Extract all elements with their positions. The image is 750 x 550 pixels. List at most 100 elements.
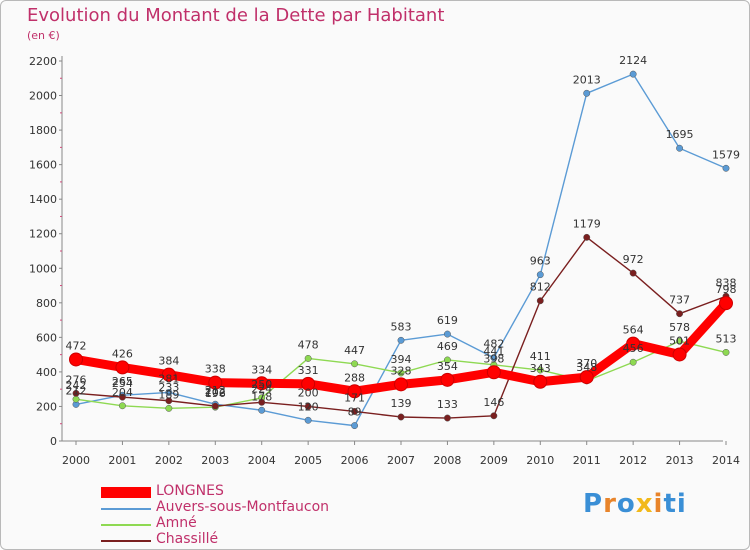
data-label: 619 (437, 314, 458, 327)
data-label: 189 (158, 388, 179, 401)
legend-label-longnes: LONGNES (156, 483, 224, 499)
data-label: 583 (391, 320, 412, 333)
data-point (351, 408, 359, 415)
data-label: 456 (623, 342, 644, 355)
data-label: 120 (298, 400, 319, 413)
data-label: 441 (483, 345, 504, 358)
legend-label-chassille: Chassillé (156, 531, 219, 547)
data-point (722, 348, 730, 356)
x-tick-label: 2014 (712, 454, 740, 467)
data-label: 2013 (573, 73, 601, 86)
data-point (672, 347, 687, 362)
x-tick-label: 2005 (294, 454, 322, 467)
data-label: 242 (66, 379, 87, 392)
data-point (258, 398, 266, 406)
y-tick-label: 400 (36, 366, 57, 379)
data-point (301, 376, 316, 391)
data-label: 447 (344, 344, 365, 357)
data-label: 196 (205, 387, 226, 400)
data-label: 133 (437, 398, 458, 411)
chart-subtitle: (en €) (27, 29, 60, 42)
data-point (304, 354, 312, 362)
data-point (676, 310, 684, 318)
data-label: 334 (251, 363, 272, 376)
y-tick-label: 2200 (29, 55, 57, 68)
data-point (626, 336, 641, 351)
data-label: 212 (66, 384, 87, 397)
data-label: 798 (716, 283, 737, 296)
data-point (583, 89, 591, 97)
data-point (304, 403, 312, 410)
data-point (394, 377, 408, 392)
x-tick-label: 2008 (433, 454, 461, 467)
legend-swatch-auvers (101, 508, 151, 510)
data-label: 202 (205, 386, 226, 399)
data-label: 204 (112, 386, 133, 399)
data-point (347, 384, 362, 399)
data-label: 254 (112, 377, 133, 390)
data-label: 1179 (573, 217, 601, 230)
x-tick-label: 2000 (62, 454, 90, 467)
data-point (208, 375, 223, 390)
legend-swatch-amne (101, 524, 151, 526)
data-point (161, 367, 176, 382)
data-point (579, 370, 594, 385)
data-label: 354 (437, 360, 458, 373)
data-point (351, 360, 359, 368)
legend-label-amne: Amné (156, 515, 197, 531)
y-tick-label: 1800 (29, 124, 57, 137)
data-label: 288 (344, 371, 365, 384)
data-label: 343 (530, 362, 551, 375)
data-label: 348 (576, 361, 597, 374)
y-tick-label: 600 (36, 331, 57, 344)
data-point (397, 369, 405, 377)
data-point (254, 376, 269, 391)
data-point (676, 144, 684, 152)
data-label: 501 (669, 334, 690, 347)
data-label: 972 (623, 253, 644, 266)
data-label: 276 (66, 373, 87, 386)
data-label: 178 (251, 390, 272, 403)
y-tick-label: 800 (36, 297, 57, 310)
data-label: 812 (530, 281, 551, 294)
x-tick-label: 2013 (666, 454, 694, 467)
data-label: 233 (158, 381, 179, 394)
logo-letter: r (603, 489, 617, 519)
data-label: 331 (298, 364, 319, 377)
x-tick-label: 2010 (526, 454, 554, 467)
data-point (536, 297, 544, 305)
x-tick-label: 2001 (108, 454, 136, 467)
logo-letter: i (653, 489, 664, 519)
data-point (486, 365, 501, 380)
data-point (536, 366, 544, 374)
data-point (165, 397, 173, 405)
data-point (258, 406, 266, 414)
data-label: 469 (437, 340, 458, 353)
data-label: 1579 (712, 148, 740, 161)
data-point (443, 414, 451, 422)
y-tick-label: 0 (50, 435, 57, 448)
logo-letter: o (616, 489, 636, 519)
data-point (676, 337, 684, 345)
data-point (165, 404, 173, 412)
data-label: 838 (716, 276, 737, 289)
data-point (629, 70, 637, 78)
data-label: 513 (716, 332, 737, 345)
data-point (719, 296, 733, 311)
data-label: 328 (391, 364, 412, 377)
logo-letter: ti (663, 489, 687, 519)
data-label: 200 (298, 386, 319, 399)
data-label: 265 (112, 375, 133, 388)
data-point (443, 330, 451, 338)
data-point (722, 164, 730, 172)
data-label: 213 (205, 384, 226, 397)
data-point (304, 416, 312, 424)
data-point (490, 354, 498, 362)
y-tick-label: 1000 (29, 262, 57, 275)
data-point (443, 356, 451, 364)
x-tick-label: 2004 (248, 454, 276, 467)
data-point (118, 402, 126, 410)
data-label: 578 (669, 321, 690, 334)
y-tick-label: 1400 (29, 193, 57, 206)
